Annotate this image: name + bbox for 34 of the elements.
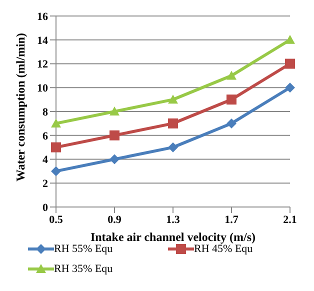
point [110,154,120,164]
point [168,142,178,152]
point [226,94,236,105]
point [51,166,61,176]
point [51,142,61,152]
point [285,82,295,93]
x-tick-label: 0.9 [108,214,122,226]
x-axis-title: Intake air channel velocity (m/s) [90,230,256,244]
x-tick-label: 1.7 [224,214,239,226]
point [51,118,61,128]
x-tick-label: 1.3 [166,214,180,226]
x-tick-label: 2.1 [283,214,297,226]
point [285,34,295,44]
y-tick-label: 10 [37,82,48,95]
y-tick-label: 0 [42,202,48,214]
point [226,118,236,128]
y-tick-label: 4 [42,154,48,166]
point [226,70,236,80]
point [110,130,120,140]
point [285,58,295,69]
y-tick-label: 16 [37,10,48,23]
x-tick-label: 0.5 [49,214,64,226]
legend-label: RH 35% Equ [54,263,113,275]
y-tick-label: 2 [42,178,48,190]
legend-label: RH 55% Equ [54,243,113,255]
y-tick-label: 14 [37,34,48,47]
point [168,118,178,128]
y-tick-label: 12 [37,58,48,71]
y-tick-label: 6 [42,130,48,142]
point [168,94,178,104]
y-tick-label: 8 [42,106,48,118]
point [110,106,120,116]
legend-label: RH 45% Equ [194,243,253,255]
y-axis-title: Water consumption (ml/min) [13,33,28,182]
